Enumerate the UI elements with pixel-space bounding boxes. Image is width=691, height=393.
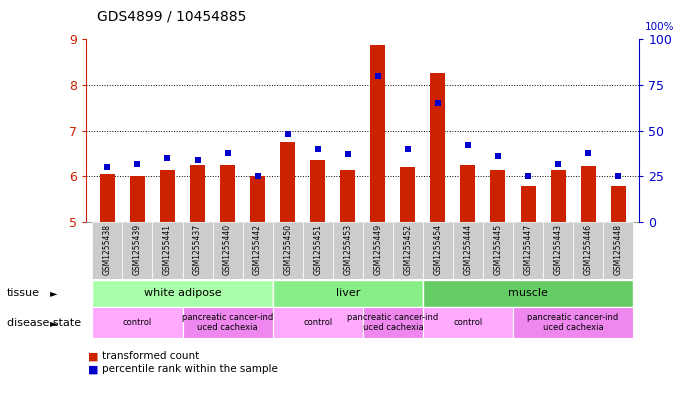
Text: tissue: tissue: [7, 288, 40, 298]
Bar: [250, 176, 265, 222]
Text: control: control: [303, 318, 332, 327]
Text: percentile rank within the sample: percentile rank within the sample: [102, 364, 278, 375]
Text: GSM1255450: GSM1255450: [283, 224, 292, 275]
Text: GSM1255444: GSM1255444: [464, 224, 473, 275]
Bar: [93, 280, 273, 307]
Text: GSM1255452: GSM1255452: [404, 224, 413, 275]
Text: GSM1255448: GSM1255448: [614, 224, 623, 275]
Text: GSM1255442: GSM1255442: [253, 224, 262, 275]
Bar: [513, 307, 633, 338]
Bar: [573, 222, 603, 279]
Bar: [392, 222, 423, 279]
Bar: [423, 307, 513, 338]
Bar: [430, 73, 446, 222]
Bar: [273, 222, 303, 279]
Text: ■: ■: [88, 351, 98, 362]
Text: GSM1255453: GSM1255453: [343, 224, 352, 275]
Text: transformed count: transformed count: [102, 351, 200, 362]
Text: white adipose: white adipose: [144, 288, 221, 298]
Bar: [182, 222, 213, 279]
Text: pancreatic cancer-ind
uced cachexia: pancreatic cancer-ind uced cachexia: [182, 313, 273, 332]
Bar: [513, 222, 543, 279]
Text: GSM1255438: GSM1255438: [103, 224, 112, 275]
Bar: [460, 165, 475, 222]
Bar: [423, 222, 453, 279]
Text: GSM1255445: GSM1255445: [493, 224, 502, 275]
Text: GDS4899 / 10454885: GDS4899 / 10454885: [97, 10, 246, 24]
Text: ►: ►: [50, 318, 58, 328]
Bar: [303, 222, 333, 279]
Bar: [370, 45, 386, 222]
Bar: [483, 222, 513, 279]
Bar: [182, 307, 273, 338]
Bar: [93, 222, 122, 279]
Text: GSM1255449: GSM1255449: [373, 224, 382, 275]
Text: control: control: [453, 318, 482, 327]
Text: disease state: disease state: [7, 318, 81, 328]
Bar: [333, 222, 363, 279]
Bar: [153, 222, 182, 279]
Bar: [423, 280, 633, 307]
Bar: [453, 222, 483, 279]
Bar: [491, 169, 506, 222]
Text: pancreatic cancer-ind
uced cachexia: pancreatic cancer-ind uced cachexia: [347, 313, 439, 332]
Bar: [122, 222, 153, 279]
Bar: [580, 166, 596, 222]
Bar: [280, 142, 295, 222]
Text: GSM1255440: GSM1255440: [223, 224, 232, 275]
Bar: [543, 222, 573, 279]
Bar: [340, 169, 355, 222]
Text: GSM1255439: GSM1255439: [133, 224, 142, 275]
Text: GSM1255441: GSM1255441: [163, 224, 172, 275]
Bar: [603, 222, 633, 279]
Text: ►: ►: [50, 288, 58, 298]
Text: ■: ■: [88, 364, 98, 375]
Bar: [160, 169, 175, 222]
Text: liver: liver: [336, 288, 360, 298]
Bar: [130, 176, 145, 222]
Bar: [400, 167, 415, 222]
Text: muscle: muscle: [508, 288, 548, 298]
Bar: [190, 165, 205, 222]
Text: GSM1255447: GSM1255447: [524, 224, 533, 275]
Text: pancreatic cancer-ind
uced cachexia: pancreatic cancer-ind uced cachexia: [527, 313, 618, 332]
Bar: [363, 222, 392, 279]
Text: 100%: 100%: [645, 22, 674, 32]
Bar: [93, 307, 182, 338]
Text: GSM1255443: GSM1255443: [553, 224, 562, 275]
Bar: [213, 222, 243, 279]
Bar: [100, 174, 115, 222]
Bar: [310, 160, 325, 222]
Text: GSM1255451: GSM1255451: [313, 224, 322, 275]
Bar: [243, 222, 273, 279]
Bar: [273, 307, 363, 338]
Text: GSM1255446: GSM1255446: [584, 224, 593, 275]
Bar: [611, 186, 625, 222]
Bar: [220, 165, 235, 222]
Bar: [520, 186, 536, 222]
Text: GSM1255437: GSM1255437: [193, 224, 202, 275]
Bar: [551, 169, 565, 222]
Bar: [363, 307, 423, 338]
Bar: [273, 280, 423, 307]
Text: control: control: [123, 318, 152, 327]
Text: GSM1255454: GSM1255454: [433, 224, 442, 275]
